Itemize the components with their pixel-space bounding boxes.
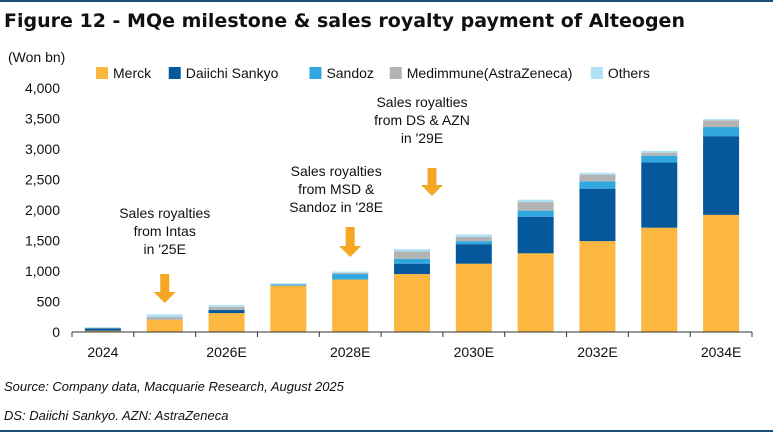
bar-segment [517,210,554,217]
bar-segment [703,120,740,128]
bar-segment [394,274,430,332]
legend-label: Others [608,65,650,81]
x-tick-label: 2028E [330,344,370,360]
arrow-down-icon [339,227,362,257]
bar-segment [579,241,616,332]
bar-segment [455,244,492,264]
bar-segment [455,236,492,242]
bar-segment [579,174,616,182]
arrow-down-icon [421,168,443,196]
bar-segment [641,152,678,156]
bar-segment [84,327,121,329]
bar-segment [332,274,369,280]
annotation-text: Sales royalties [119,205,210,221]
x-tick-label: 2032E [577,344,617,360]
y-tick-label: 1,000 [25,263,60,279]
bar-segment [641,150,678,153]
abbreviation-note: DS: Daiichi Sankyo. AZN: AstraZeneca [4,408,229,423]
bar-segment [270,283,307,285]
bars [84,119,740,332]
bar-segment [517,253,554,332]
legend-label: Sandoz [326,65,373,81]
y-tick-label: 2,000 [25,202,60,218]
bar-segment [579,188,616,242]
bar-segment [146,314,183,317]
bar-segment [84,330,121,332]
bar-segment [332,272,369,275]
bottom-rule [0,430,773,432]
y-tick-label: 4,000 [25,80,60,96]
legend-swatch [590,67,603,79]
bar-segment [146,319,183,332]
bar-segment [455,263,492,332]
y-axis-label: (Won bn) [8,49,65,65]
source-note: Source: Company data, Macquarie Research… [4,379,344,394]
bar-segment [703,136,740,215]
annotation-text: in '25E [144,241,186,257]
bar-segment [208,306,245,311]
bar-segment [579,181,616,189]
y-tick-label: 3,000 [25,141,60,157]
bar-segment [208,313,245,332]
x-axis: 2024 2026E 2028E 2030E 2032E 2034E [71,331,753,360]
annotation-text: Sales royalties [376,94,467,110]
bar-segment [703,127,740,137]
y-tick-label: 3,500 [25,111,60,127]
arrow-down-icon [153,274,176,303]
bar-segment [703,214,740,332]
bar-segment [394,258,430,264]
bar-segment [208,310,245,314]
legend-swatch [389,67,402,79]
bar-segment [455,241,492,245]
figure-title: Figure 12 - MQe milestone & sales royalt… [4,10,685,32]
annotation-text: from MSD & [298,181,375,197]
bar-segment [208,305,245,307]
bar-segment [703,119,740,121]
legend-swatch [309,67,322,79]
annotation-text: in '29E [401,130,443,146]
annotations: Sales royalties from Intas in '25E Sales ro… [119,94,470,303]
bar-segment [641,162,678,228]
x-tick-label: 2034E [701,344,741,360]
bar-segment [517,216,554,254]
annotation-text: Sandoz in '28E [289,199,383,215]
x-tick-label: 2024 [87,344,118,360]
annotation-text: Sales royalties [291,163,382,179]
y-tick-label: 0 [52,324,60,340]
legend-label: Daiichi Sankyo [186,65,279,81]
legend: Merck Daiichi Sankyo Sandoz Medimmune(Astra… [96,65,650,81]
legend-swatch [168,67,181,79]
legend-label: Merck [113,65,152,81]
bar-segment [641,155,678,163]
bar-segment [517,202,554,211]
annotation-text: from Intas [134,223,196,239]
bar-segment [394,249,430,252]
legend-swatch [96,67,108,79]
bar-segment [332,271,369,273]
bar-segment [332,279,369,332]
bar-segment [455,234,492,237]
bar-segment [517,199,554,203]
legend-label: Medimmune(AstraZeneca) [407,65,573,81]
y-tick-label: 1,500 [25,233,60,249]
bar-segment [641,227,678,332]
annotation-text: from DS & AZN [374,112,470,128]
bar-segment [579,172,616,175]
x-tick-label: 2030E [454,344,494,360]
y-axis: (Won bn) 0 500 1,000 1,500 2,000 2,500 3,000 3,5… [8,49,65,340]
bar-segment [394,263,430,275]
bar-segment [270,285,307,332]
bar-segment [84,328,121,331]
bar-segment [270,284,307,286]
top-rule [0,0,773,2]
bar-segment [146,316,183,320]
y-tick-label: 500 [37,294,61,310]
y-tick-label: 2,500 [25,172,60,188]
x-tick-label: 2026E [206,344,246,360]
bar-segment [394,251,430,259]
bar-segment [84,327,121,328]
